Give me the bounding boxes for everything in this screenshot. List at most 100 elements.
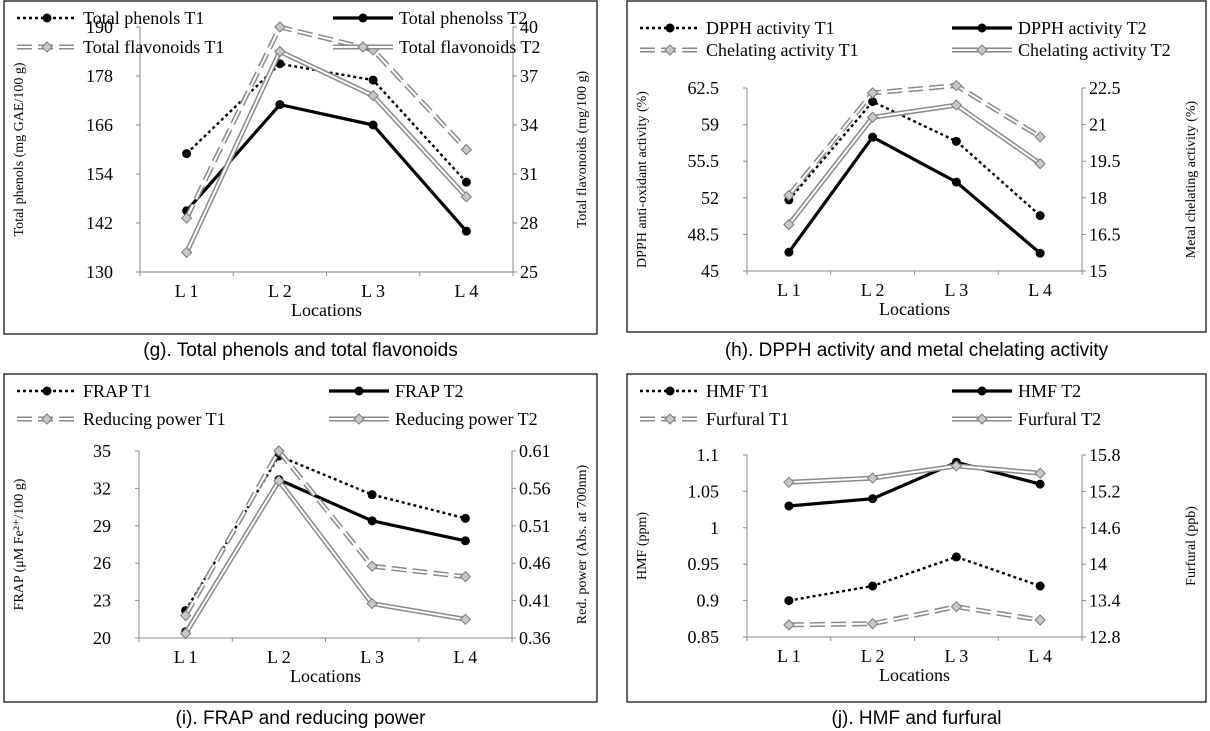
data-point <box>1034 157 1046 170</box>
y-tick-label: 59 <box>701 115 719 135</box>
x-tick-label: L 2 <box>861 646 885 666</box>
data-point <box>368 120 378 130</box>
data-point <box>42 386 52 396</box>
series-line-inner <box>788 84 1041 197</box>
y2-tick-label: 0.56 <box>519 478 551 498</box>
x-tick-label: L 2 <box>267 647 291 667</box>
x-tick-label: L 3 <box>944 280 968 300</box>
data-point <box>783 189 795 202</box>
data-point <box>274 45 286 58</box>
x-tick-label: L 1 <box>174 647 198 667</box>
y2-tick-label: 14 <box>1089 554 1107 574</box>
y2-tick-label: 18 <box>1089 188 1107 208</box>
x-axis-label: Locations <box>879 665 950 685</box>
data-point <box>460 143 473 156</box>
chart-frame <box>3 0 598 335</box>
legend-label: Furfural T1 <box>706 409 789 429</box>
y-tick-label: 35 <box>93 441 111 461</box>
y2-tick-label: 19.5 <box>1089 151 1121 171</box>
y2-tick-label: 0.41 <box>519 591 551 611</box>
y2-tick-label: 21 <box>1089 115 1107 135</box>
chart-frame <box>626 0 1207 333</box>
data-point <box>461 177 471 187</box>
series-line <box>788 555 1041 602</box>
data-point <box>353 413 365 425</box>
legend-label: Reducing power T1 <box>83 409 226 429</box>
data-point <box>784 501 794 511</box>
x-tick-label: L 2 <box>268 281 292 301</box>
y-tick-label: 20 <box>93 628 111 648</box>
y2-tick-label: 13.4 <box>1089 591 1121 611</box>
data-point <box>41 41 53 53</box>
data-point <box>950 600 963 613</box>
chart-frame <box>3 373 598 703</box>
data-point <box>866 617 879 630</box>
data-point <box>367 490 377 500</box>
y-tick-label: 52 <box>701 188 719 208</box>
data-point <box>460 536 470 546</box>
y-axis-label: HMF (ppm) <box>635 512 650 580</box>
series-line <box>787 135 1042 255</box>
data-point <box>367 516 377 526</box>
y-tick-label: 32 <box>93 478 111 498</box>
series-line-inner <box>788 605 1041 626</box>
y2-tick-label: 14.6 <box>1089 518 1121 538</box>
data-point <box>866 111 879 123</box>
data-point <box>354 386 364 396</box>
chart-frame <box>626 373 1207 703</box>
data-point <box>461 226 471 236</box>
y2-tick-label: 28 <box>520 213 538 233</box>
y-tick-label: 1.1 <box>697 445 720 465</box>
legend-label: Reducing power T2 <box>395 409 538 429</box>
y-tick-label: 1 <box>710 518 719 538</box>
y-tick-label: 26 <box>93 553 111 573</box>
data-point <box>367 89 379 102</box>
data-point <box>951 552 961 562</box>
data-point <box>783 218 795 231</box>
legend-label: HMF T1 <box>706 381 769 401</box>
y-tick-label: 166 <box>86 115 113 135</box>
y-tick-label: 55.5 <box>688 151 720 171</box>
data-point <box>866 87 879 99</box>
data-point <box>357 41 369 53</box>
series-line <box>788 460 1041 508</box>
data-point <box>273 475 285 487</box>
x-axis-label: Locations <box>290 666 361 686</box>
data-point <box>868 132 878 142</box>
y2-tick-label: 34 <box>520 115 538 135</box>
chart-caption: (h). DPPH activity and metal chelating a… <box>724 340 1109 361</box>
series-line-inner <box>184 449 466 617</box>
data-point <box>976 44 988 56</box>
data-point <box>1035 581 1045 591</box>
data-point <box>664 413 676 425</box>
data-point <box>460 513 470 523</box>
y2-axis-label: Furfural (ppb) <box>1184 506 1199 586</box>
data-point <box>784 247 794 257</box>
data-point <box>459 613 472 626</box>
y2-tick-label: 16.5 <box>1089 224 1121 244</box>
y2-tick-label: 40 <box>520 17 538 37</box>
legend-label: Furfural T2 <box>1018 409 1101 429</box>
y-tick-label: 0.9 <box>697 591 720 611</box>
data-point <box>1035 211 1045 221</box>
data-point <box>950 79 963 92</box>
chart-caption: (i). FRAP and reducing power <box>175 708 426 729</box>
data-point <box>977 386 987 396</box>
y-tick-label: 45 <box>701 261 719 281</box>
data-point <box>951 177 961 187</box>
data-point <box>868 494 878 504</box>
y2-tick-label: 15 <box>1089 261 1107 281</box>
legend-label: Total phenolss T2 <box>399 8 527 28</box>
legend-label: FRAP T2 <box>395 381 464 401</box>
data-point <box>180 246 193 259</box>
y-tick-label: 0.95 <box>688 554 720 574</box>
chart-dpph-chelating: 45 48.5 52 55.5 59 62.5 15 16.5 18 19.5 21 22.5 L 1 L… <box>626 0 1207 333</box>
data-point <box>366 560 378 572</box>
y-tick-label: 1.05 <box>688 481 720 501</box>
data-point <box>42 13 52 23</box>
series-line-inner <box>184 479 466 635</box>
y2-tick-label: 0.61 <box>519 441 551 461</box>
data-point <box>951 136 961 146</box>
